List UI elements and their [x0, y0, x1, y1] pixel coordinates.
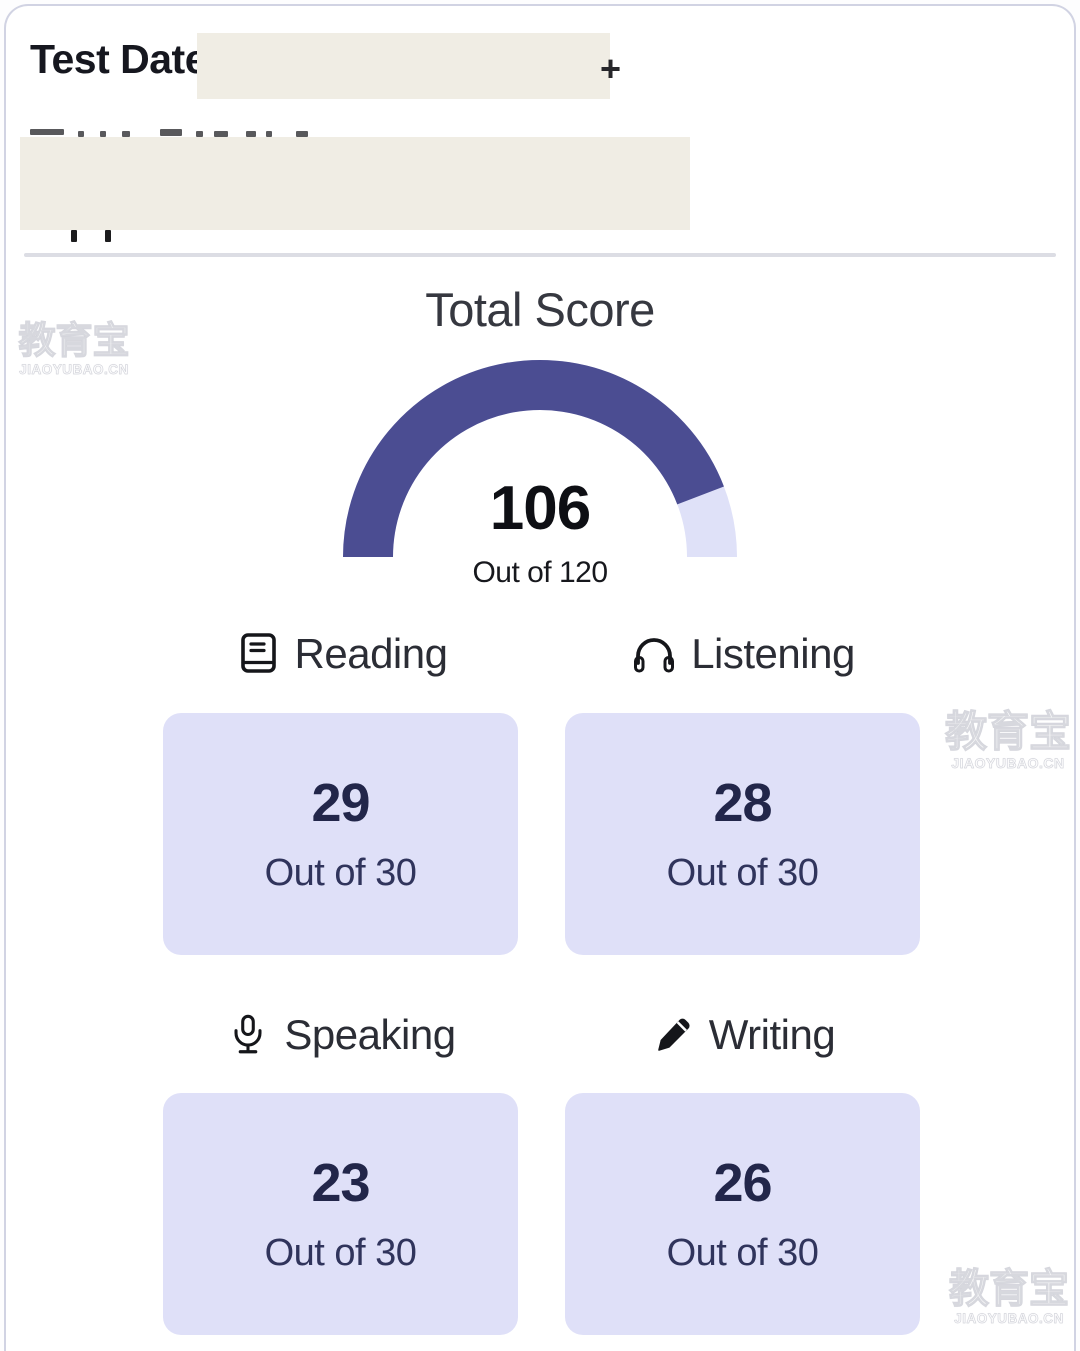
speaking-score-value: 23	[311, 1153, 370, 1213]
gauge-arc	[343, 359, 737, 558]
speaking-score-card: 23 Out of 30	[163, 1093, 518, 1335]
text-fragment	[78, 131, 84, 137]
writing-score-value: 26	[713, 1153, 772, 1213]
redaction-block-name	[20, 137, 690, 230]
text-fragment	[122, 131, 130, 137]
section-label-text: Speaking	[284, 1011, 456, 1058]
section-label-writing: Writing	[565, 1006, 920, 1064]
microphone-icon	[225, 1011, 271, 1059]
test-date-label: Test Date:	[30, 36, 221, 82]
reading-score-value: 29	[311, 773, 370, 833]
text-fragment	[196, 131, 203, 137]
text-fragment	[30, 129, 64, 135]
total-score-out-of: Out of 120	[472, 556, 608, 589]
pencil-icon	[650, 1011, 696, 1059]
book-icon	[234, 630, 282, 678]
text-fragment	[214, 131, 228, 137]
text-fragment	[105, 230, 111, 242]
text-fragment	[71, 230, 77, 242]
text-fragment	[100, 131, 106, 137]
listening-score-value: 28	[713, 773, 772, 833]
section-label-text: Listening	[691, 630, 855, 677]
listening-score-card: 28 Out of 30	[565, 713, 920, 955]
total-score-value: 106	[489, 474, 591, 543]
text-fragment	[296, 131, 308, 137]
total-score-gauge: 106 Out of 120	[340, 358, 740, 588]
section-divider	[24, 253, 1056, 257]
speaking-score-out-of: Out of 30	[264, 1232, 417, 1274]
reading-score-out-of: Out of 30	[264, 852, 417, 894]
writing-score-card: 26 Out of 30	[565, 1093, 920, 1335]
text-fragment	[246, 131, 256, 137]
redaction-block-date	[197, 33, 610, 99]
section-label-text: Reading	[294, 630, 448, 677]
text-fragment	[160, 129, 182, 136]
section-label-speaking: Speaking	[163, 1006, 518, 1064]
redacted-character-fragment: +	[600, 48, 622, 89]
headphones-icon	[630, 630, 678, 678]
section-label-listening: Listening	[565, 625, 920, 683]
reading-score-card: 29 Out of 30	[163, 713, 518, 955]
writing-score-out-of: Out of 30	[666, 1232, 819, 1274]
listening-score-out-of: Out of 30	[666, 852, 819, 894]
section-label-text: Writing	[708, 1011, 836, 1058]
text-fragment	[266, 131, 272, 137]
total-score-title: Total Score	[425, 283, 655, 336]
section-label-reading: Reading	[163, 625, 518, 683]
